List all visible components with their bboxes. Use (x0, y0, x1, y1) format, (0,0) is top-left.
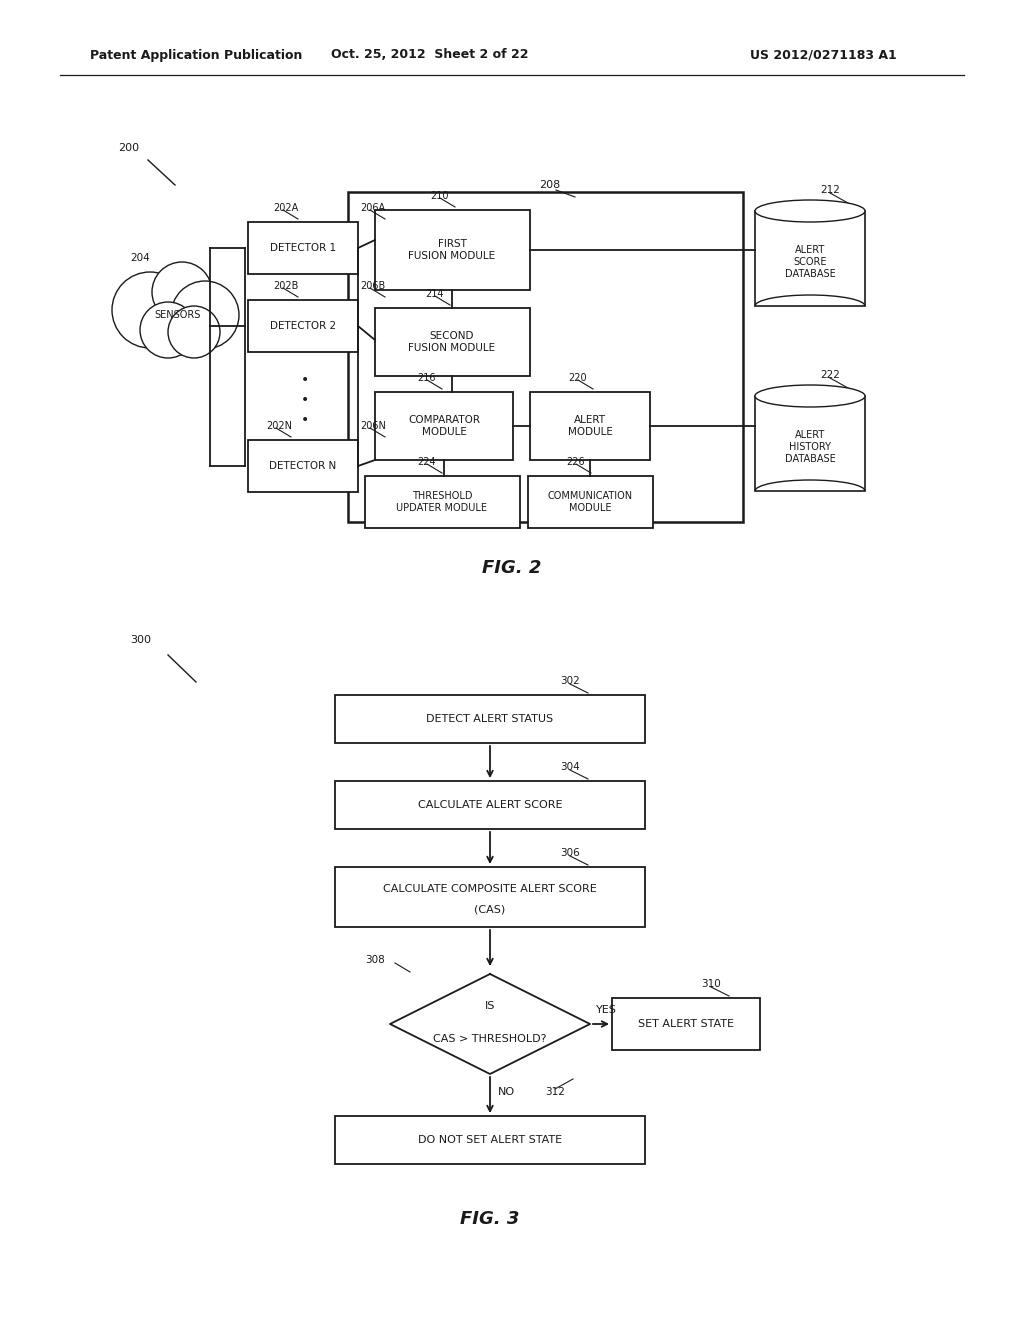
Text: NO: NO (498, 1086, 515, 1097)
Bar (248, 300, 358, 352)
Text: 300: 300 (130, 635, 151, 645)
Text: 202B: 202B (273, 281, 298, 290)
Text: 200: 200 (118, 143, 139, 153)
Text: ALERT
SCORE
DATABASE: ALERT SCORE DATABASE (784, 246, 836, 279)
Text: Patent Application Publication: Patent Application Publication (90, 49, 302, 62)
Text: COMMUNICATION
MODULE: COMMUNICATION MODULE (548, 491, 633, 512)
Text: 206N: 206N (360, 421, 386, 432)
Text: DETECT ALERT STATUS: DETECT ALERT STATUS (426, 714, 554, 723)
Text: DETECTOR N: DETECTOR N (269, 461, 337, 471)
Text: COMPARATOR
MODULE: COMPARATOR MODULE (408, 416, 480, 437)
Bar (375, 308, 530, 376)
Text: DETECTOR 1: DETECTOR 1 (270, 243, 336, 253)
Bar (755, 396, 865, 491)
Text: YES: YES (596, 1005, 616, 1015)
Text: 226: 226 (566, 457, 585, 467)
Bar (248, 440, 358, 492)
Text: 220: 220 (568, 374, 587, 383)
Text: 222: 222 (820, 370, 840, 380)
Text: 214: 214 (425, 289, 443, 300)
Bar (375, 210, 530, 290)
Text: US 2012/0271183 A1: US 2012/0271183 A1 (750, 49, 897, 62)
Bar (348, 191, 743, 521)
Ellipse shape (755, 201, 865, 222)
Circle shape (152, 261, 212, 322)
Text: 306: 306 (560, 847, 580, 858)
Text: FIG. 2: FIG. 2 (482, 558, 542, 577)
Text: 216: 216 (417, 374, 435, 383)
Text: 204: 204 (130, 253, 150, 263)
Bar (248, 222, 358, 275)
Text: SENSORS: SENSORS (155, 310, 201, 319)
Bar (335, 1115, 645, 1164)
Text: CALCULATE COMPOSITE ALERT SCORE: CALCULATE COMPOSITE ALERT SCORE (383, 884, 597, 894)
Circle shape (140, 302, 196, 358)
Text: SECOND
FUSION MODULE: SECOND FUSION MODULE (409, 331, 496, 352)
Bar (375, 392, 513, 459)
Ellipse shape (755, 385, 865, 407)
Bar (528, 477, 653, 528)
Text: 208: 208 (540, 180, 560, 190)
Bar (530, 392, 650, 459)
Text: 202A: 202A (273, 203, 298, 213)
Text: 304: 304 (560, 762, 580, 772)
Bar (335, 781, 645, 829)
Text: FIRST
FUSION MODULE: FIRST FUSION MODULE (409, 239, 496, 261)
Bar (335, 867, 645, 927)
Text: FIG. 3: FIG. 3 (461, 1210, 520, 1228)
Text: (CAS): (CAS) (474, 904, 506, 913)
Text: 310: 310 (701, 979, 721, 989)
Text: 202N: 202N (266, 421, 292, 432)
Text: DO NOT SET ALERT STATE: DO NOT SET ALERT STATE (418, 1135, 562, 1144)
Text: 312: 312 (545, 1086, 565, 1097)
Text: 206B: 206B (360, 281, 385, 290)
Text: DETECTOR 2: DETECTOR 2 (270, 321, 336, 331)
Text: •: • (301, 413, 309, 426)
Text: 308: 308 (366, 954, 385, 965)
Bar (612, 998, 760, 1049)
Text: 206A: 206A (360, 203, 385, 213)
Text: 224: 224 (417, 457, 435, 467)
Circle shape (168, 306, 220, 358)
Text: THRESHOLD
UPDATER MODULE: THRESHOLD UPDATER MODULE (396, 491, 487, 512)
Text: •: • (301, 374, 309, 387)
Text: 210: 210 (430, 191, 449, 201)
Text: CALCULATE ALERT SCORE: CALCULATE ALERT SCORE (418, 800, 562, 810)
Text: •: • (301, 393, 309, 407)
Bar (365, 477, 520, 528)
Text: 212: 212 (820, 185, 840, 195)
Polygon shape (390, 974, 590, 1074)
Text: ALERT
HISTORY
DATABASE: ALERT HISTORY DATABASE (784, 430, 836, 463)
Text: ALERT
MODULE: ALERT MODULE (567, 416, 612, 437)
Circle shape (112, 272, 188, 348)
Text: CAS > THRESHOLD?: CAS > THRESHOLD? (433, 1034, 547, 1044)
Bar (335, 696, 645, 743)
Text: 302: 302 (560, 676, 580, 686)
Bar (755, 211, 865, 306)
Text: SET ALERT STATE: SET ALERT STATE (638, 1019, 734, 1030)
Text: IS: IS (484, 1001, 496, 1011)
Text: Oct. 25, 2012  Sheet 2 of 22: Oct. 25, 2012 Sheet 2 of 22 (331, 49, 528, 62)
Circle shape (171, 281, 239, 348)
